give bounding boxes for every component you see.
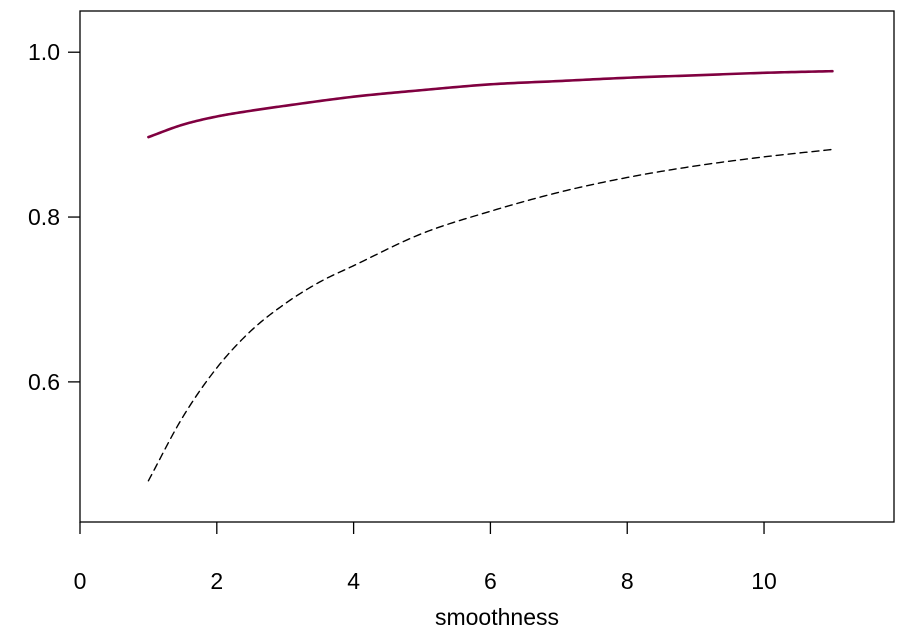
x-axis-ticks: 0 2 4 6 8 10 [74, 522, 777, 594]
series-line-solid [147, 69, 834, 139]
x-tick-label: 8 [621, 568, 634, 594]
x-axis-title: smoothness [435, 604, 559, 627]
y-tick-label: 1.0 [28, 39, 60, 65]
x-tick-label: 6 [484, 568, 497, 594]
x-tick-label: 4 [347, 568, 360, 594]
x-tick-label: 2 [210, 568, 223, 594]
y-axis-ticks: 0.6 0.8 1.0 [28, 39, 80, 395]
y-tick-label: 0.8 [28, 204, 60, 230]
x-tick-label: 0 [74, 568, 87, 594]
plot-frame [79, 10, 895, 523]
series-layer [147, 69, 834, 482]
y-tick-label: 0.6 [28, 369, 60, 395]
x-tick-label: 10 [751, 568, 777, 594]
plot-box [79, 10, 895, 523]
series-line-dashed [147, 148, 834, 482]
